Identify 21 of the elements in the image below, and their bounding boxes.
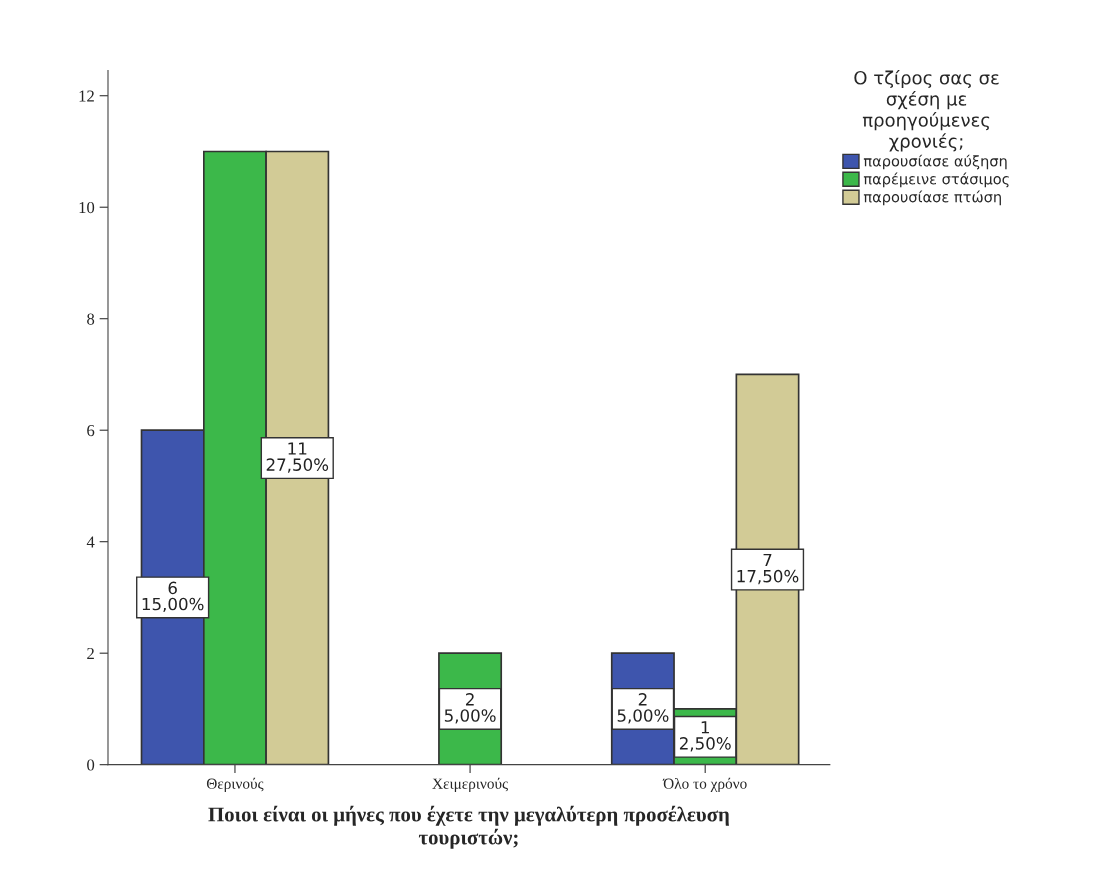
data-label: 6 15,00% bbox=[142, 581, 204, 613]
legend-label: παρουσίασε πτώση bbox=[863, 190, 1001, 206]
y-tick-label: 2 bbox=[87, 647, 94, 659]
data-label: 1 2,50% bbox=[679, 721, 731, 752]
y-tick-label: 0 bbox=[87, 759, 95, 771]
y-tick-label: 4 bbox=[86, 536, 95, 548]
x-axis-title: Ποιοι είναι οι μήνες που έχετε την μεγαλύτερη προσέλευση τουριστών; bbox=[208, 805, 729, 849]
y-tick-label: 12 bbox=[79, 90, 94, 102]
x-tick-label: Θερινούς bbox=[206, 777, 264, 792]
data-label: 7 17,50% bbox=[737, 553, 799, 585]
y-tick-label: 8 bbox=[87, 313, 95, 325]
data-label: 11 27,50% bbox=[266, 442, 329, 473]
legend-label: παρέμεινε στάσιμος bbox=[863, 172, 1009, 188]
data-label: 2 5,00% bbox=[617, 693, 669, 724]
x-tick-label: Όλο το χρόνο bbox=[662, 777, 747, 792]
y-tick-label: 6 bbox=[87, 424, 95, 437]
data-label: 2 5,00% bbox=[444, 693, 496, 724]
legend-title: Ο τζίρος σας σε σχέση με προηγούμενες χρονιές; bbox=[854, 69, 999, 152]
y-tick-label: 10 bbox=[79, 201, 95, 214]
legend-label: παρουσίασε αύξηση bbox=[863, 154, 1007, 170]
x-tick-label: Χειμερινούς bbox=[432, 777, 508, 792]
